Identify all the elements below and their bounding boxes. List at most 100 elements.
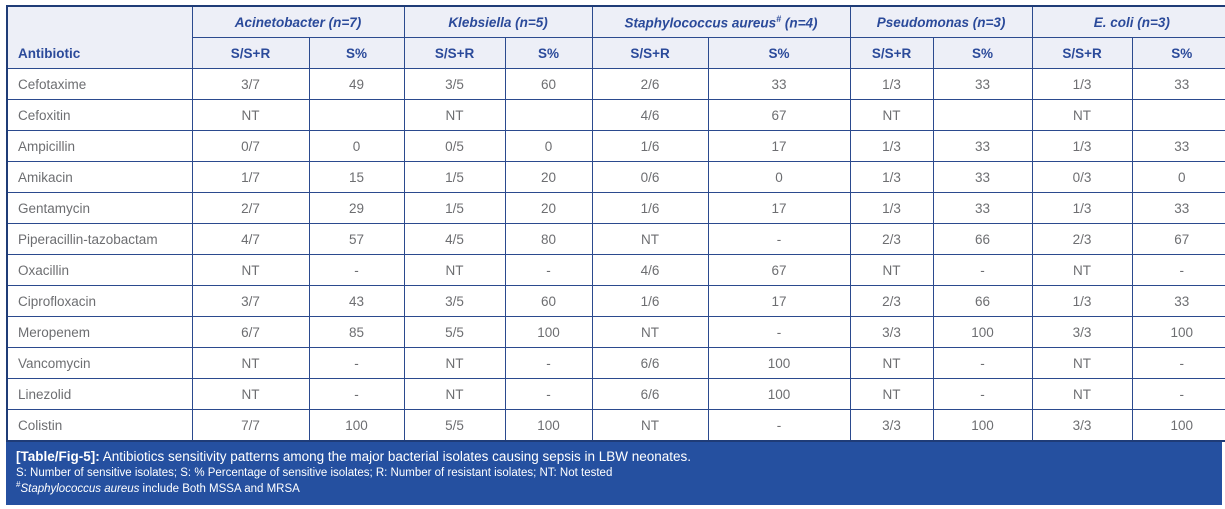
antibiotic-name-cell: Ampicillin xyxy=(6,130,193,162)
value-cell-s-percent: 67 xyxy=(707,99,851,131)
value-cell-s-percent: 33 xyxy=(1131,68,1225,100)
value-cell-s-s-r: NT xyxy=(849,254,934,286)
value-cell-s-s-r: 1/3 xyxy=(849,192,934,224)
value-cell-s-percent: - xyxy=(932,378,1033,410)
value-cell-s-percent: - xyxy=(504,254,593,286)
table-row: Ciprofloxacin 3/7 43 3/5 60 1/6 17 2/3 66 1/3 33 xyxy=(6,285,1225,317)
value-cell-s-percent: 15 xyxy=(308,161,405,193)
value-cell-s-percent xyxy=(308,99,405,131)
value-cell-s-percent: 100 xyxy=(1131,409,1225,442)
value-cell-s-s-r: 6/6 xyxy=(591,347,709,379)
value-cell-s-percent xyxy=(932,99,1033,131)
group-header-e-coli: E. coli (n=3) xyxy=(1031,5,1225,38)
value-cell-s-percent: - xyxy=(932,347,1033,379)
value-cell-s-percent: 57 xyxy=(308,223,405,255)
table-row: Cefotaxime 3/7 49 3/5 60 2/6 33 1/3 33 1/3 33 xyxy=(6,68,1225,100)
value-cell-s-percent: 0 xyxy=(707,161,851,193)
value-cell-s-percent: 29 xyxy=(308,192,405,224)
value-cell-s-percent: - xyxy=(308,347,405,379)
table-row: Cefoxitin NT NT 4/6 67 NT NT xyxy=(6,99,1225,131)
value-cell-s-s-r: 0/7 xyxy=(191,130,310,162)
antibiotic-name-cell: Ciprofloxacin xyxy=(6,285,193,317)
value-cell-s-percent: 66 xyxy=(932,285,1033,317)
value-cell-s-percent: - xyxy=(308,254,405,286)
value-cell-s-s-r: 2/3 xyxy=(849,285,934,317)
value-cell-s-percent: 33 xyxy=(932,192,1033,224)
table-row: Gentamycin 2/7 29 1/5 20 1/6 17 1/3 33 1/3 33 xyxy=(6,192,1225,224)
value-cell-s-percent: 100 xyxy=(707,378,851,410)
value-cell-s-s-r: 1/7 xyxy=(191,161,310,193)
value-cell-s-s-r: NT xyxy=(591,409,709,442)
value-cell-s-s-r: 3/5 xyxy=(403,285,506,317)
value-cell-s-s-r: 2/6 xyxy=(591,68,709,100)
table-row: Meropenem 6/7 85 5/5 100 NT -3/3 100 3/3 100 xyxy=(6,316,1225,348)
value-cell-s-s-r: NT xyxy=(191,378,310,410)
subheader-s-percent: S% xyxy=(504,37,593,69)
value-cell-s-percent: - xyxy=(308,378,405,410)
value-cell-s-percent: 33 xyxy=(932,161,1033,193)
value-cell-s-percent: - xyxy=(707,316,851,348)
footnote-text: include Both MSSA and MRSA xyxy=(139,482,300,495)
footnote-marker: # xyxy=(16,480,21,489)
value-cell-s-percent: - xyxy=(707,223,851,255)
value-cell-s-s-r: 3/3 xyxy=(849,409,934,442)
value-cell-s-percent: - xyxy=(1131,254,1225,286)
value-cell-s-percent: 60 xyxy=(504,68,593,100)
footnote-species: Staphylococcus aureus xyxy=(20,482,140,495)
value-cell-s-percent xyxy=(504,99,593,131)
value-cell-s-percent: 17 xyxy=(707,192,851,224)
value-cell-s-s-r: NT xyxy=(1031,378,1133,410)
value-cell-s-percent: 100 xyxy=(932,409,1033,442)
value-cell-s-percent: 33 xyxy=(932,130,1033,162)
subheader-s-s-r: S/S+R xyxy=(849,37,934,69)
value-cell-s-s-r: 4/7 xyxy=(191,223,310,255)
value-cell-s-percent: - xyxy=(707,409,851,442)
antibiotic-name-cell: Cefotaxime xyxy=(6,68,193,100)
value-cell-s-s-r: NT xyxy=(591,223,709,255)
value-cell-s-s-r: 5/5 xyxy=(403,316,506,348)
value-cell-s-percent: 100 xyxy=(707,347,851,379)
value-cell-s-percent: 33 xyxy=(1131,285,1225,317)
value-cell-s-percent: - xyxy=(1131,378,1225,410)
antibiotic-name-cell: Meropenem xyxy=(6,316,193,348)
value-cell-s-s-r: 1/3 xyxy=(1031,130,1133,162)
value-cell-s-s-r: 4/5 xyxy=(403,223,506,255)
value-cell-s-s-r: 7/7 xyxy=(191,409,310,442)
value-cell-s-percent: - xyxy=(504,347,593,379)
value-cell-s-percent: - xyxy=(504,378,593,410)
subheader-s-s-r: S/S+R xyxy=(191,37,310,69)
antibiotic-name-cell: Colistin xyxy=(6,409,193,442)
antibiotic-name-cell: Piperacillin-tazobactam xyxy=(6,223,193,255)
value-cell-s-s-r: 1/6 xyxy=(591,130,709,162)
subheader-s-percent: S% xyxy=(932,37,1033,69)
value-cell-s-s-r: 1/5 xyxy=(403,192,506,224)
value-cell-s-s-r: 2/3 xyxy=(849,223,934,255)
value-cell-s-percent: 33 xyxy=(932,68,1033,100)
value-cell-s-percent xyxy=(1131,99,1225,131)
value-cell-s-s-r: NT xyxy=(849,378,934,410)
caption-label: [Table/Fig-5]: xyxy=(16,449,100,464)
value-cell-s-s-r: NT xyxy=(403,347,506,379)
antibiotic-name-cell: Cefoxitin xyxy=(6,99,193,131)
value-cell-s-s-r: 1/6 xyxy=(591,192,709,224)
value-cell-s-percent: 85 xyxy=(308,316,405,348)
value-cell-s-percent: 33 xyxy=(1131,130,1225,162)
value-cell-s-s-r: 5/5 xyxy=(403,409,506,442)
value-cell-s-s-r: 2/7 xyxy=(191,192,310,224)
value-cell-s-s-r: 1/3 xyxy=(849,161,934,193)
value-cell-s-percent: 0 xyxy=(1131,161,1225,193)
group-header-acinetobacter: Acinetobacter (n=7) xyxy=(191,5,405,38)
table-row: Amikacin 1/7 15 1/5 20 0/6 0 1/3 33 0/3 0 xyxy=(6,161,1225,193)
value-cell-s-percent: 100 xyxy=(308,409,405,442)
value-cell-s-s-r: NT xyxy=(403,99,506,131)
value-cell-s-percent: 100 xyxy=(932,316,1033,348)
value-cell-s-s-r: NT xyxy=(191,347,310,379)
value-cell-s-percent: 60 xyxy=(504,285,593,317)
subheader-s-percent: S% xyxy=(308,37,405,69)
table-row: Linezolid NT - NT -6/6 100 NT - NT - xyxy=(6,378,1225,410)
caption-legend: S: Number of sensitive isolates; S: % Pe… xyxy=(16,467,613,479)
value-cell-s-percent: 20 xyxy=(504,192,593,224)
antibiotic-name-cell: Linezolid xyxy=(6,378,193,410)
value-cell-s-s-r: 3/5 xyxy=(403,68,506,100)
